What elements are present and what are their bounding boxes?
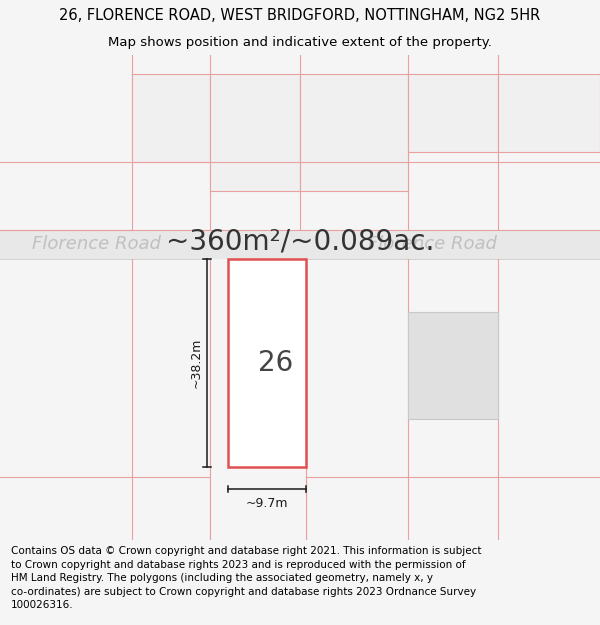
Text: 26, FLORENCE ROAD, WEST BRIDGFORD, NOTTINGHAM, NG2 5HR: 26, FLORENCE ROAD, WEST BRIDGFORD, NOTTI…	[59, 8, 541, 23]
Bar	[408, 74, 498, 152]
Text: 26: 26	[259, 349, 293, 377]
Bar	[132, 74, 210, 162]
Text: Florence Road: Florence Road	[32, 235, 160, 253]
Bar	[210, 74, 300, 191]
Bar	[228, 259, 306, 468]
Text: Contains OS data © Crown copyright and database right 2021. This information is : Contains OS data © Crown copyright and d…	[11, 546, 481, 611]
Bar	[300, 74, 408, 191]
Text: ~38.2m: ~38.2m	[190, 338, 203, 388]
Text: Florence Road: Florence Road	[368, 235, 496, 253]
Bar	[498, 74, 600, 152]
Bar	[408, 312, 498, 419]
Text: Map shows position and indicative extent of the property.: Map shows position and indicative extent…	[108, 36, 492, 49]
Text: ~9.7m: ~9.7m	[246, 497, 288, 510]
Bar	[0, 229, 600, 259]
Bar	[210, 259, 306, 540]
Text: ~360m²/~0.089ac.: ~360m²/~0.089ac.	[166, 228, 434, 256]
